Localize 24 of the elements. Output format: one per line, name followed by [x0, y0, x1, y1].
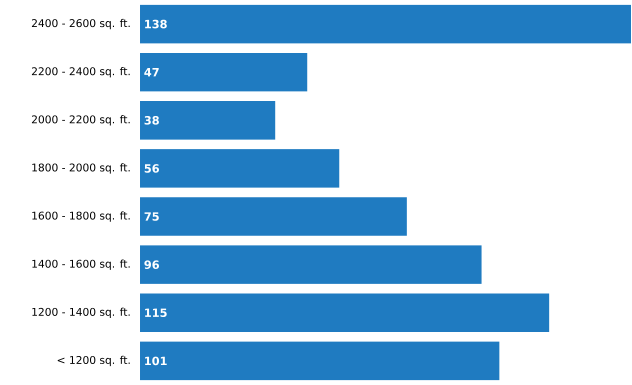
- y-tick-label: < 1200 sq. ft.: [58, 356, 130, 366]
- bar: [140, 101, 276, 140]
- y-tick-label: 1400 - 1600 sq. ft.: [32, 260, 130, 270]
- bar: [140, 4, 631, 44]
- data-label: 115: [145, 308, 167, 318]
- bar: [140, 294, 550, 332]
- y-tick-label: 1600 - 1800 sq. ft.: [32, 211, 130, 222]
- y-tick-label: 2200 - 2400 sq. ft.: [32, 67, 130, 78]
- data-label: 101: [145, 356, 167, 366]
- y-tick-label: 2000 - 2200 sq. ft.: [32, 115, 130, 126]
- data-label: 38: [144, 116, 159, 125]
- y-tick-label: 2400 - 2600 sq. ft.: [32, 18, 130, 30]
- y-tick-label: 1800 - 2000 sq. ft.: [32, 163, 130, 174]
- bar: [140, 245, 482, 284]
- data-label: 96: [144, 260, 159, 269]
- data-label: 56: [144, 164, 159, 173]
- bar: [140, 52, 308, 92]
- bar: [140, 149, 340, 188]
- y-tick-label: 1200 - 1400 sq. ft.: [32, 308, 130, 318]
- data-label: 75: [144, 212, 159, 221]
- bar: [140, 197, 407, 236]
- bar: [140, 342, 500, 380]
- data-label: 138: [145, 20, 167, 28]
- data-label: 47: [144, 68, 159, 76]
